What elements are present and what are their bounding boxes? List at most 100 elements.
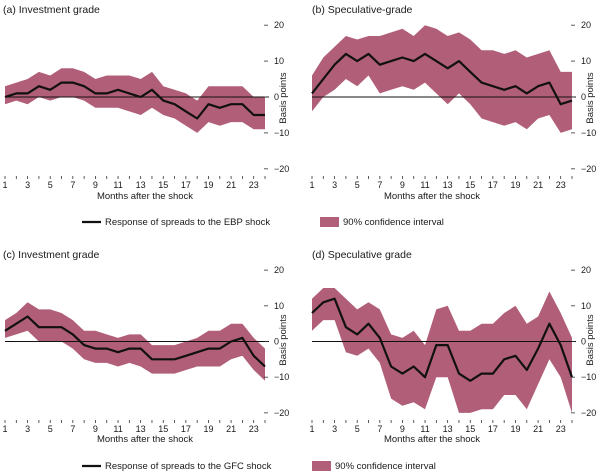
panel-b-x-tick-label: 1 (309, 180, 314, 190)
panel-d-x-tick-label: 13 (443, 424, 453, 434)
panel-c-x-tick-label: 7 (70, 424, 75, 434)
panel-b-y-tick-label: −10 (581, 128, 596, 138)
panel-d-x-tick-label: 1 (309, 424, 314, 434)
panel-d-y-tick-label: −20 (581, 408, 596, 418)
panel-b-y-tick-label: 20 (581, 20, 591, 30)
panel-c-xlabel: Months after the shock (97, 434, 193, 445)
panel-a-ylabel: Basis points (278, 72, 289, 123)
panel-a-y-tick-label: −10 (274, 128, 289, 138)
panel-a-y-tick-label: 20 (274, 20, 284, 30)
panel-b-x-tick-label: 5 (355, 180, 360, 190)
panel-c-ylabel: Basis points (278, 314, 289, 365)
panel-a-response-line (4, 81, 265, 120)
panel-c-y-tick-label: −10 (274, 372, 289, 382)
panel-a-y-tick-label: −20 (274, 164, 289, 174)
panel-b-x-tick-label: 7 (377, 180, 382, 190)
panel-d-x-tick-label: 21 (533, 424, 543, 434)
panel-c-title: (c) Investment grade (3, 249, 99, 261)
panel-c: (c) Investment grade 1 3 5 7 9 11 13 15 17 19 21 23… (2, 249, 289, 445)
panel-c-x-tick-label: 1 (2, 424, 7, 434)
panel-a-x-tick-label: 23 (249, 180, 259, 190)
panel-d-x-tick-label: 15 (465, 424, 475, 434)
panel-d-x-tick-label: 19 (510, 424, 520, 434)
panel-a-x-tick-label: 19 (203, 180, 213, 190)
panel-b-x-tick-label: 11 (420, 180, 429, 190)
panel-d-y-tick-label: 10 (581, 301, 591, 311)
panel-c-x-tick-label: 19 (203, 424, 213, 434)
panel-c-x-tick-label: 9 (93, 424, 98, 434)
panel-c-x-tick-label: 17 (181, 424, 191, 434)
panel-c-y-tick-label: 10 (274, 301, 284, 311)
panel-d-title: (d) Speculative grade (312, 249, 412, 261)
panel-d: (d) Speculative grade 1 3 5 7 9 11 13 15 17 19 21 2… (309, 249, 596, 445)
panel-b-x-tick-label: 21 (533, 180, 543, 190)
panel-a: (a) Investment grade 1 3 5 7 9 11 13 15 17 19 21 23… (2, 4, 289, 202)
panel-b-x-tick-label: 9 (400, 180, 405, 190)
panel-a-x-tick-label: 13 (136, 180, 146, 190)
panel-d-y-tick-label: 0 (581, 337, 586, 347)
legend-band-swatch (320, 217, 339, 227)
panel-c-y-tick-label: −20 (274, 408, 289, 418)
panel-d-response-line (311, 297, 574, 382)
panel-a-x-tick-label: 9 (93, 180, 98, 190)
panel-b-x-tick-label: 15 (465, 180, 475, 190)
panel-d-x-tick-label: 23 (556, 424, 566, 434)
panel-b-x-tick-label: 19 (510, 180, 520, 190)
panel-d-y-tick-label: −10 (581, 372, 596, 382)
panel-c-y-tick-label: 0 (274, 337, 279, 347)
panel-b-x-tick-label: 17 (488, 180, 498, 190)
panel-b-x-tick-label: 23 (556, 180, 566, 190)
panel-b-title: (b) Speculative-grade (312, 4, 413, 16)
panel-d-x-tick-label: 17 (488, 424, 498, 434)
panel-c-x-tick-label: 21 (226, 424, 236, 434)
panel-d-confidence-band (312, 288, 572, 413)
panel-b-y-tick-label: 10 (581, 56, 591, 66)
panel-a-x-tick-label: 5 (48, 180, 53, 190)
panel-a-x-tick-label: 11 (113, 180, 122, 190)
panel-c-x-tick-label: 3 (25, 424, 30, 434)
panel-b-y-tick-label: 0 (581, 92, 586, 102)
panel-a-xlabel: Months after the shock (97, 191, 193, 202)
panel-d-ylabel: Basis points (585, 314, 596, 365)
panel-c-response-line (4, 315, 266, 368)
panel-c-x-tick-label: 11 (113, 424, 122, 434)
panel-b-x-tick-label: 13 (443, 180, 453, 190)
panel-a-y-tick-label: 0 (274, 92, 279, 102)
legend-line-label: Response of spreads to the EBP shock (105, 217, 270, 228)
panel-c-x-tick-label: 23 (249, 424, 259, 434)
panel-b-x-tick-label: 3 (332, 180, 337, 190)
panel-d-y-tick-label: 20 (581, 265, 591, 275)
legend-gfc: Response of spreads to the GFC shock 90%… (82, 461, 436, 472)
panel-d-x-tick-label: 9 (400, 424, 405, 434)
panel-b-response-line (311, 52, 573, 106)
panel-d-xlabel: Months after the shock (384, 434, 480, 445)
legend-band-label: 90% confidence interval (343, 217, 444, 228)
panel-d-x-tick-label: 11 (420, 424, 429, 434)
panel-a-confidence-band (5, 68, 265, 133)
panel-a-x-tick-label: 17 (181, 180, 191, 190)
panel-a-x-tick-label: 21 (226, 180, 236, 190)
panel-a-x-tick-label: 1 (2, 180, 7, 190)
panel-b-ylabel: Basis points (585, 72, 596, 123)
panel-c-x-tick-label: 15 (158, 424, 168, 434)
panel-d-x-tick-label: 5 (355, 424, 360, 434)
panel-b-y-tick-label: −20 (581, 164, 596, 174)
panel-b: (b) Speculative-grade 1 3 5 7 9 11 13 15 17 19 21 2… (309, 4, 596, 202)
legend-ebp: Response of spreads to the EBP shock 90%… (82, 217, 444, 228)
panel-b-confidence-band (312, 25, 572, 133)
panel-a-x-tick-label: 15 (158, 180, 168, 190)
panel-c-x-tick-label: 5 (48, 424, 53, 434)
legend-line-label: Response of spreads to the GFC shock (105, 461, 272, 472)
panel-a-x-tick-label: 3 (25, 180, 30, 190)
panel-d-x-tick-label: 7 (377, 424, 382, 434)
panel-a-y-tick-label: 10 (274, 56, 284, 66)
panel-b-xlabel: Months after the shock (384, 191, 480, 202)
panel-c-x-tick-label: 13 (136, 424, 146, 434)
panel-d-x-tick-label: 3 (332, 424, 337, 434)
panel-a-title: (a) Investment grade (3, 4, 100, 16)
